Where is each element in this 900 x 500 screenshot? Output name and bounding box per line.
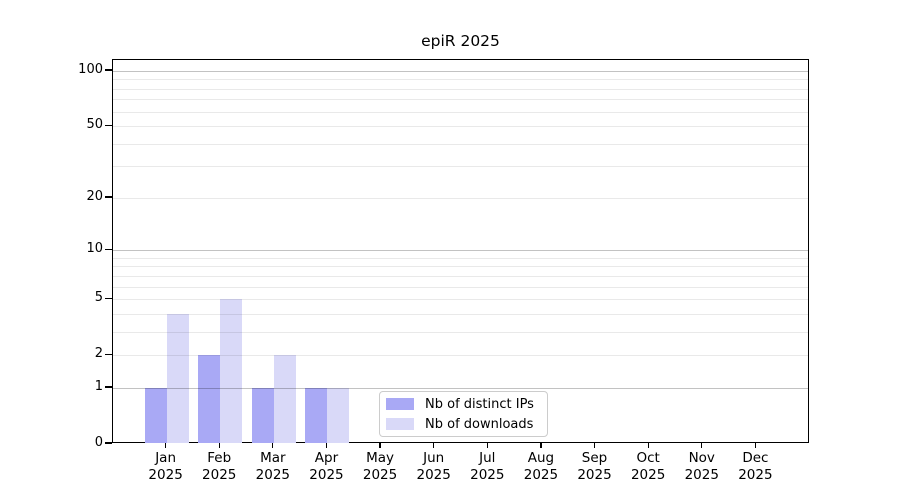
x-tick-mark-jun [433,443,435,448]
chart-title: epiR 2025 [421,32,500,50]
x-tick-label-feb: Feb 2025 [202,450,237,483]
plot-area: Nb of distinct IPs Nb of downloads [112,59,809,443]
legend-item-downloads: Nb of downloads [386,417,547,432]
bars-layer [113,60,808,443]
x-tick-label-dec: Dec 2025 [738,450,773,483]
y-tick-label-20: 20 [86,188,103,204]
bar-nb-of-distinct-ips-mar [251,387,274,443]
legend-swatch-distinct-ips [386,398,414,410]
y-tick-label-100: 100 [78,62,103,77]
y-tick-mark-2 [105,353,112,355]
legend-swatch-downloads [386,418,414,430]
y-tick-label-5: 5 [94,290,103,306]
y-tick-label-0: 0 [94,435,103,450]
x-tick-mark-feb [218,443,220,448]
x-tick-mark-apr [325,443,328,448]
bar-nb-of-distinct-ips-feb [198,355,221,443]
y-tick-mark-0 [105,442,112,444]
x-tick-label-aug: Aug 2025 [523,450,559,483]
y-tick-mark-50 [105,124,112,126]
y-tick-mark-10 [105,248,112,250]
x-tick-mark-may [379,443,381,448]
y-tick-label-50: 50 [86,117,103,133]
y-tick-mark-5 [105,297,112,299]
x-tick-label-jul: Jul 2025 [470,450,505,483]
legend: Nb of distinct IPs Nb of downloads [379,391,548,437]
y-tick-label-2: 2 [94,346,103,362]
bar-nb-of-distinct-ips-jan [144,387,167,443]
x-tick-label-mar: Mar 2025 [255,450,291,483]
x-tick-label-apr: Apr 2025 [309,450,344,483]
bar-nb-of-distinct-ips-apr [305,387,328,443]
x-tick-mark-mar [272,443,274,448]
legend-item-distinct-ips: Nb of distinct IPs [386,397,547,412]
x-tick-mark-jul [486,443,488,448]
y-tick-mark-1 [105,386,112,388]
x-tick-label-nov: Nov 2025 [684,450,719,483]
y-tick-label-1: 1 [94,378,103,394]
y-tick-mark-20 [105,196,112,198]
y-tick-label-10: 10 [86,241,103,257]
legend-label-downloads: Nb of downloads [425,416,534,432]
x-tick-label-may: May 2025 [362,450,398,483]
x-tick-mark-dec [754,443,757,448]
bar-nb-of-downloads-jan [166,313,189,443]
x-tick-label-jun: Jun 2025 [416,450,451,483]
x-tick-mark-sep [593,443,596,448]
bar-nb-of-downloads-mar [273,355,296,443]
x-tick-label-jan: Jan 2025 [148,450,183,483]
legend-label-distinct-ips: Nb of distinct IPs [425,396,534,412]
x-tick-mark-nov [701,443,703,448]
x-tick-mark-jan [164,443,167,448]
y-tick-mark-100 [105,69,112,71]
x-tick-label-oct: Oct 2025 [630,450,666,483]
x-tick-mark-oct [647,443,649,448]
x-tick-label-sep: Sep 2025 [577,450,612,483]
bar-nb-of-downloads-feb [220,299,243,443]
x-tick-mark-aug [540,443,542,448]
bar-nb-of-downloads-apr [327,387,350,443]
